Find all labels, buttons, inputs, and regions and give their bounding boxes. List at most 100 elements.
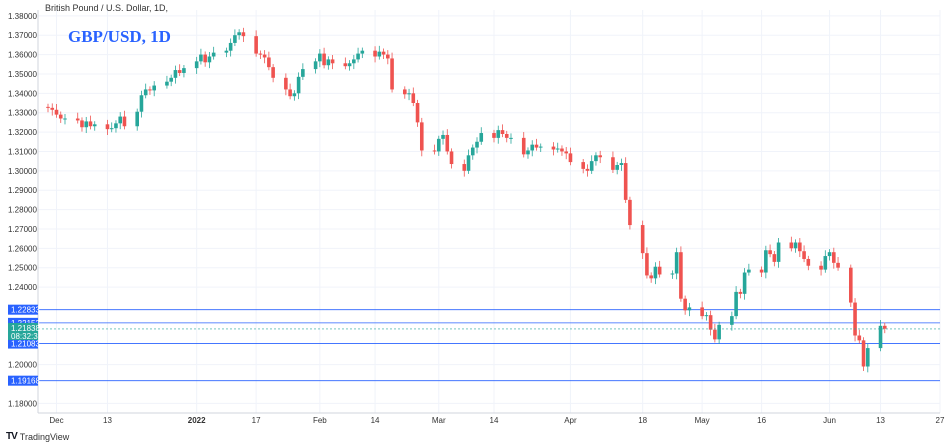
candle-body bbox=[330, 59, 335, 64]
candle-body bbox=[445, 134, 450, 152]
footer: TV TradingView bbox=[6, 431, 69, 442]
candle-body bbox=[832, 252, 836, 263]
candle-body bbox=[50, 107, 55, 110]
candle-body bbox=[292, 93, 297, 97]
candle-body bbox=[568, 153, 573, 163]
level-tag bbox=[8, 338, 38, 349]
candle-body bbox=[585, 168, 590, 171]
candle-body bbox=[139, 95, 144, 112]
candle-body bbox=[640, 225, 645, 254]
x-tick-label: Feb bbox=[313, 416, 327, 425]
candle-body bbox=[386, 54, 390, 59]
level-label: 1.21083 bbox=[11, 340, 40, 349]
candle-body bbox=[63, 118, 67, 120]
candle-body bbox=[492, 133, 496, 138]
candle-body bbox=[241, 32, 246, 37]
candle-body bbox=[352, 59, 356, 64]
candle-body bbox=[390, 58, 394, 90]
candle-body bbox=[823, 256, 828, 270]
candle-body bbox=[105, 124, 110, 130]
candle-body bbox=[322, 53, 326, 66]
candle-body bbox=[343, 63, 348, 67]
candle-body bbox=[326, 59, 331, 66]
candle-body bbox=[288, 89, 292, 97]
candle-body bbox=[628, 199, 632, 226]
x-tick-label: 2022 bbox=[188, 416, 206, 425]
candle-body bbox=[742, 272, 747, 294]
candle-body bbox=[407, 93, 411, 95]
candle-body bbox=[441, 134, 445, 139]
y-tick-label: 1.26000 bbox=[8, 244, 37, 253]
candle-body bbox=[623, 163, 628, 200]
candle-body bbox=[645, 253, 649, 276]
candle-body bbox=[704, 315, 709, 317]
candle-body bbox=[827, 252, 832, 257]
candle-body bbox=[479, 133, 484, 142]
candle-body bbox=[713, 329, 717, 340]
symbol-header: British Pound / U.S. Dollar, 1D, bbox=[45, 3, 169, 13]
candle-body bbox=[177, 70, 182, 73]
y-tick-label: 1.29000 bbox=[8, 186, 37, 195]
candle-body bbox=[598, 155, 602, 158]
candle-body bbox=[819, 265, 823, 270]
candle-body bbox=[267, 57, 271, 68]
candle-body bbox=[521, 137, 526, 155]
candle-body bbox=[509, 137, 513, 139]
candle-body bbox=[657, 266, 662, 275]
x-tick-label: Mar bbox=[432, 416, 446, 425]
candle-body bbox=[615, 165, 619, 170]
candle-body bbox=[538, 146, 543, 148]
candle-body bbox=[114, 123, 118, 129]
candle-body bbox=[46, 106, 50, 108]
candle-body bbox=[504, 134, 509, 138]
candle-body bbox=[84, 121, 89, 128]
candle-body bbox=[360, 50, 365, 54]
candle-body bbox=[432, 150, 437, 152]
x-tick-label: May bbox=[695, 416, 710, 425]
candle-body bbox=[734, 291, 738, 317]
candle-body bbox=[165, 81, 169, 86]
candle-body bbox=[551, 146, 556, 150]
y-tick-label: 1.38000 bbox=[8, 12, 37, 21]
x-tick-label: 16 bbox=[757, 416, 766, 425]
candle-body bbox=[802, 251, 806, 259]
y-tick-label: 1.34000 bbox=[8, 89, 37, 98]
candle-body bbox=[135, 111, 139, 127]
candle-body bbox=[619, 163, 624, 165]
candle-body bbox=[534, 144, 539, 148]
candle-body bbox=[594, 155, 598, 162]
candle-body bbox=[419, 122, 424, 151]
candle-body bbox=[738, 291, 743, 294]
candle-body bbox=[373, 50, 377, 57]
candle-body bbox=[54, 109, 59, 115]
candle-body bbox=[836, 262, 840, 268]
candle-body bbox=[793, 242, 798, 249]
level-tag bbox=[8, 317, 38, 328]
candle-body bbox=[772, 254, 777, 262]
candle-body bbox=[611, 157, 615, 170]
candle-body bbox=[301, 69, 305, 77]
last-price-tag bbox=[8, 322, 38, 340]
candle-body bbox=[173, 70, 178, 78]
candle-body bbox=[194, 61, 199, 69]
candle-body bbox=[169, 77, 173, 82]
candle-body bbox=[747, 269, 751, 273]
candle-body bbox=[148, 89, 152, 91]
candle-body bbox=[182, 68, 186, 73]
x-tick-label: 14 bbox=[371, 416, 380, 425]
candle-body bbox=[496, 130, 501, 138]
candle-body bbox=[865, 348, 870, 367]
candle-body bbox=[581, 162, 585, 169]
candle-body bbox=[411, 93, 416, 103]
y-tick-label: 1.20000 bbox=[8, 361, 37, 370]
candle-body bbox=[789, 242, 794, 249]
x-tick-label: 14 bbox=[490, 416, 499, 425]
y-tick-label: 1.25000 bbox=[8, 264, 37, 273]
level-tag bbox=[8, 375, 38, 386]
candle-body bbox=[857, 335, 862, 341]
candle-body bbox=[853, 302, 857, 336]
candle-body bbox=[764, 250, 768, 273]
candle-body bbox=[470, 147, 475, 156]
y-tick-label: 1.33000 bbox=[8, 109, 37, 118]
candle-body bbox=[118, 116, 123, 124]
